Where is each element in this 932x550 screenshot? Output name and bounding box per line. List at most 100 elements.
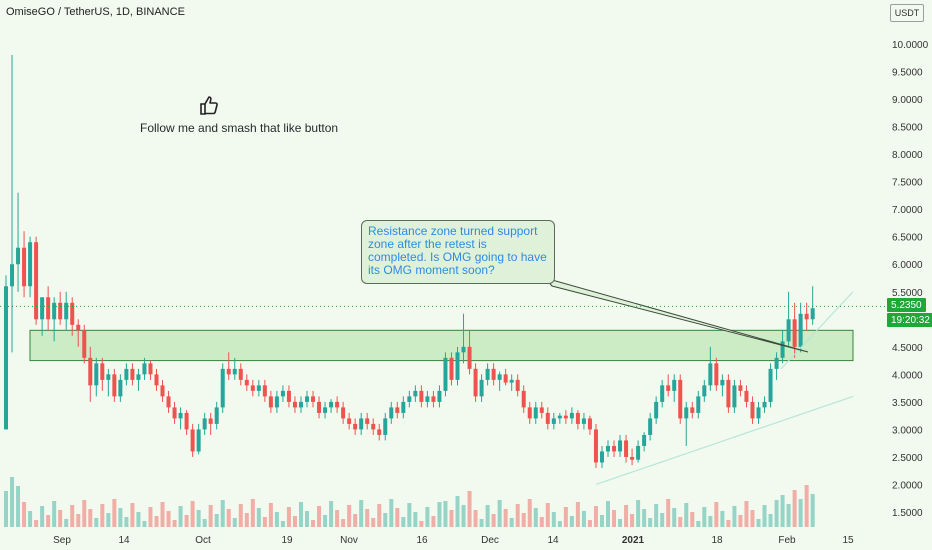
volume-bar <box>359 500 364 527</box>
volume-bar <box>70 505 75 527</box>
candle-body <box>166 396 171 408</box>
volume-bar <box>383 513 388 527</box>
volume-bar <box>455 496 460 527</box>
volume-bar <box>76 514 81 527</box>
volume-bar <box>606 501 610 527</box>
candle-body <box>792 319 797 347</box>
volume-bar <box>130 503 135 527</box>
candle-body <box>593 429 598 463</box>
volume-bar <box>702 507 707 527</box>
candle-body <box>437 390 442 402</box>
volume-bar <box>479 519 484 527</box>
candle-body <box>250 385 255 391</box>
candle-body <box>142 363 147 375</box>
volume-bar <box>696 521 701 527</box>
candle-body <box>762 401 767 408</box>
volume-bar <box>738 515 743 527</box>
volume-bar <box>58 510 63 527</box>
volume-bar <box>593 506 598 527</box>
candle-body <box>106 374 111 380</box>
currency-badge[interactable]: USDT <box>890 4 924 22</box>
volume-bar <box>557 521 562 527</box>
candle-body <box>94 363 99 386</box>
volume-bar <box>202 519 207 527</box>
candle-body <box>672 379 677 391</box>
volume-bar <box>714 502 719 527</box>
candle-body <box>630 456 635 460</box>
candle-body <box>804 313 809 320</box>
volume-bar <box>371 518 376 527</box>
volume-bar <box>220 500 225 527</box>
volume-bar <box>491 514 496 527</box>
y-tick-label: 4.0000 <box>892 370 923 381</box>
candle-body <box>515 379 520 391</box>
volume-bar <box>268 503 273 527</box>
candle-body <box>16 247 21 265</box>
candle-body <box>40 297 45 320</box>
candle-body <box>22 247 27 287</box>
candle-body <box>461 346 466 353</box>
candle-body <box>509 379 514 383</box>
candle-body <box>431 396 436 402</box>
support-trendline <box>595 395 854 486</box>
candle-body <box>208 418 213 424</box>
y-tick-label: 2.5000 <box>892 453 923 464</box>
symbol-title: OmiseGO / TetherUS, 1D, BINANCE <box>6 6 185 18</box>
candle-body <box>160 385 165 397</box>
volume-bar <box>756 519 761 527</box>
volume-bar <box>250 499 255 527</box>
y-tick-label: 7.5000 <box>892 178 923 189</box>
volume-bar <box>624 505 629 527</box>
candle-body <box>467 346 472 369</box>
candle-body <box>521 390 526 408</box>
candle-body <box>184 412 189 430</box>
y-tick-label: 6.0000 <box>892 260 923 271</box>
volume-bar <box>100 504 105 527</box>
volume-bar <box>443 501 448 527</box>
candle-body <box>678 379 683 419</box>
candle-body <box>136 374 141 380</box>
candle-body <box>780 341 785 358</box>
candle-body <box>666 385 671 391</box>
volume-bar <box>323 515 328 527</box>
y-tick-label: 6.5000 <box>892 233 923 244</box>
volume-bar <box>401 517 406 527</box>
candle-body <box>383 418 388 435</box>
volume-bar <box>232 518 237 527</box>
candle-body <box>4 286 8 430</box>
volume-bar <box>335 510 340 527</box>
volume-bar <box>485 505 490 527</box>
y-tick-label: 1.5000 <box>892 508 923 519</box>
volume-bar <box>64 519 69 527</box>
candle-body <box>196 429 201 452</box>
candle-body <box>238 368 243 380</box>
volume-bar <box>166 511 171 527</box>
volume-bar <box>599 515 604 527</box>
x-tick-label: 18 <box>711 535 723 546</box>
candle-body <box>756 407 761 419</box>
candle-body <box>292 401 297 408</box>
volume-bar <box>539 517 544 527</box>
y-tick-label: 3.0000 <box>892 425 923 436</box>
candle-body <box>642 434 647 446</box>
candle-body <box>485 368 490 380</box>
volume-bar <box>569 516 574 527</box>
volume-bar <box>425 507 430 527</box>
y-tick-label: 4.5000 <box>892 343 923 354</box>
volume-bar <box>190 501 195 527</box>
volume-bar <box>341 519 346 527</box>
x-tick-label: Nov <box>340 535 358 546</box>
candle-body <box>497 374 502 380</box>
candle-body <box>581 418 586 424</box>
volume-bar <box>419 521 424 527</box>
candle-body <box>599 451 604 463</box>
volume-bar <box>666 499 671 527</box>
volume-bar <box>762 505 767 527</box>
volume-bar <box>786 504 791 527</box>
candle-body <box>70 302 75 325</box>
candle-body <box>46 297 51 320</box>
volume-bar <box>28 511 33 527</box>
candle-body <box>371 423 376 430</box>
